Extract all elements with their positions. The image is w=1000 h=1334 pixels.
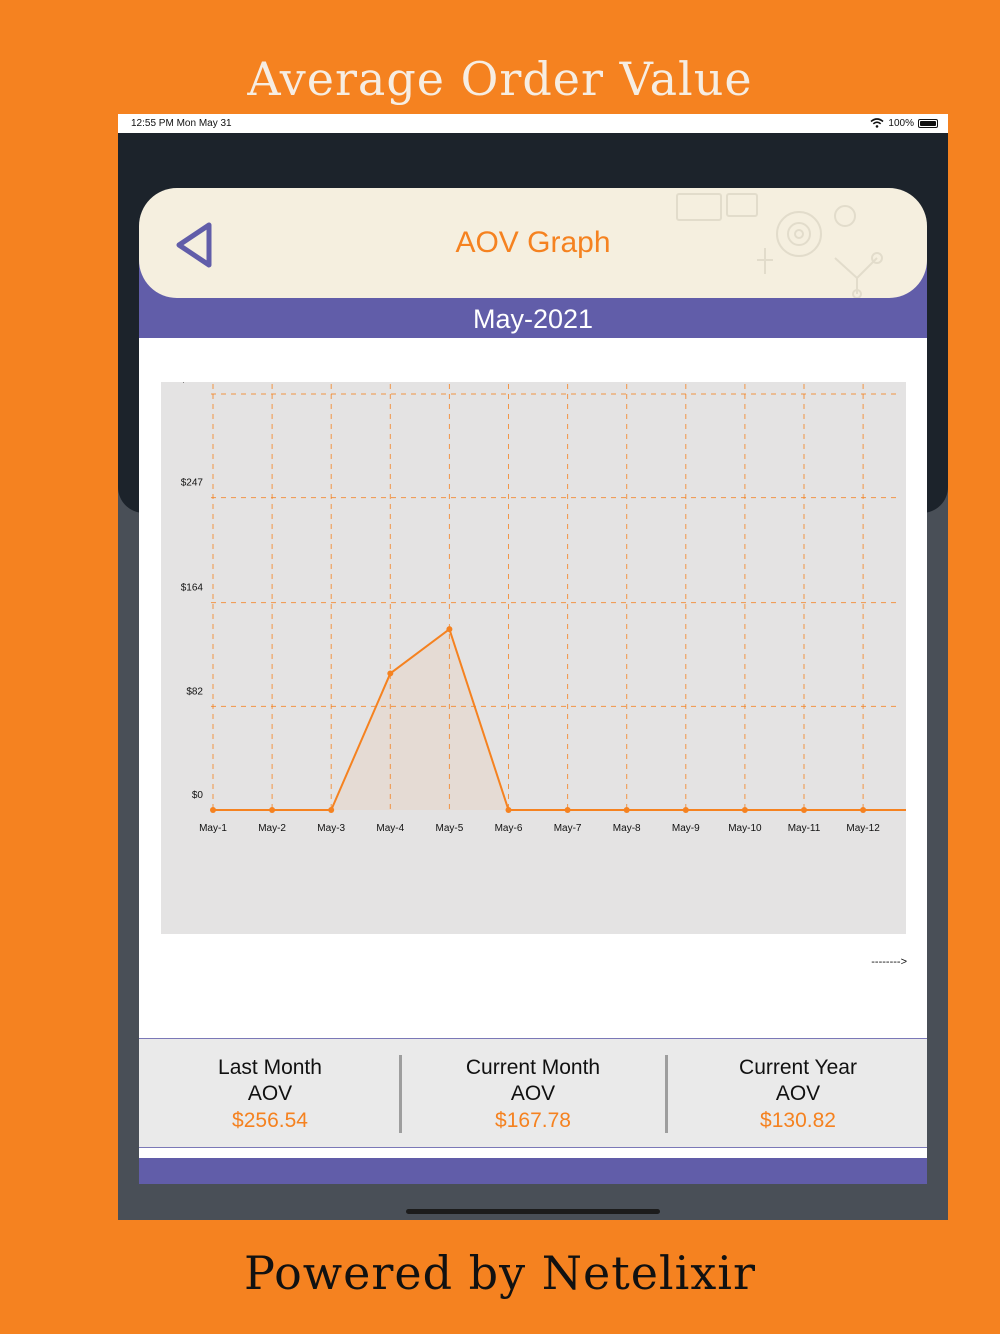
x-tick-label: May-7 — [554, 823, 582, 834]
x-tick-label: May-12 — [846, 823, 880, 834]
promo-title: Average Order Value — [247, 52, 753, 106]
summary-label: Current Month — [465, 1056, 601, 1079]
data-point — [564, 807, 571, 813]
summary-value: $256.54 — [232, 1109, 308, 1132]
series-area — [213, 629, 906, 810]
y-tick-label: $82 — [186, 686, 203, 697]
chart-panel: $0 $82 $164 $247 $329 May-1 May-2 May-3 May-4 May… — [139, 338, 927, 1038]
summary-label: Last Month — [218, 1056, 322, 1079]
chart-area[interactable]: $0 $82 $164 $247 $329 May-1 May-2 May-3 May-4 May… — [161, 382, 906, 934]
wifi-icon — [870, 118, 884, 128]
x-tick-label: May-6 — [495, 823, 523, 834]
y-tick-label: $0 — [192, 790, 204, 801]
aov-card: AOV Graph May-2021 $0 $82 $164 $247 $329 May-… — [139, 188, 927, 1184]
header: AOV Graph — [139, 188, 927, 298]
summary-bar: Last Month AOV $256.54 Current Month AOV… — [139, 1038, 927, 1148]
data-point — [446, 626, 453, 633]
data-point — [210, 807, 216, 813]
data-point — [860, 807, 867, 813]
x-tick-label: May-2 — [258, 823, 286, 834]
summary-label: Current Year — [739, 1056, 857, 1079]
promo-footer: Powered by Netelixir — [244, 1246, 756, 1300]
x-tick-label: May-1 — [199, 823, 227, 834]
data-point — [328, 807, 335, 813]
summary-last-month: Last Month AOV $256.54 — [139, 1055, 401, 1135]
data-point — [269, 807, 276, 813]
data-point — [741, 807, 748, 813]
scroll-hint: --------> — [871, 956, 907, 968]
y-tick-label: $247 — [181, 478, 204, 489]
data-point — [801, 807, 807, 813]
status-time: 12:55 PM Mon May 31 — [131, 118, 232, 129]
data-point — [682, 807, 689, 813]
device-screen: 12:55 PM Mon May 31 100% — [118, 114, 948, 1220]
summary-label: AOV — [510, 1082, 556, 1105]
month-label: May-2021 — [472, 304, 594, 334]
battery-percent: 100% — [888, 118, 914, 129]
aov-line-chart: $0 $82 $164 $247 $329 May-1 May-2 May-3 May-4 May… — [181, 382, 906, 834]
summary-label: AOV — [775, 1082, 821, 1105]
summary-current-year: Current Year AOV $130.82 — [667, 1055, 929, 1135]
battery-icon — [918, 119, 938, 128]
y-tick-label: $164 — [181, 583, 204, 594]
x-tick-label: May-8 — [613, 823, 641, 834]
x-tick-label: May-9 — [672, 823, 700, 834]
x-tick-label: May-10 — [728, 823, 762, 834]
decorative-gears-icon — [676, 193, 883, 298]
summary-divider — [665, 1055, 668, 1133]
summary-value: $130.82 — [760, 1109, 836, 1132]
x-tick-label: May-3 — [317, 823, 345, 834]
series-line — [213, 627, 906, 811]
x-tick-label: May-11 — [788, 823, 821, 834]
data-point — [387, 670, 394, 677]
data-point — [623, 807, 630, 813]
status-bar: 12:55 PM Mon May 31 100% — [118, 114, 948, 133]
spacer — [139, 1148, 927, 1158]
summary-label: AOV — [247, 1082, 293, 1105]
back-button[interactable] — [173, 220, 217, 270]
summary-value: $167.78 — [495, 1109, 571, 1132]
x-tick-label: May-5 — [436, 823, 464, 834]
summary-divider — [399, 1055, 402, 1133]
x-tick-label: May-4 — [376, 823, 404, 834]
data-point — [505, 807, 512, 813]
summary-current-month: Current Month AOV $167.78 — [402, 1055, 664, 1135]
bottom-band — [139, 1158, 927, 1184]
home-indicator[interactable] — [406, 1209, 660, 1214]
back-triangle-icon — [176, 222, 212, 268]
y-tick-label: $329 — [181, 382, 204, 385]
page-title: AOV Graph — [455, 226, 611, 259]
